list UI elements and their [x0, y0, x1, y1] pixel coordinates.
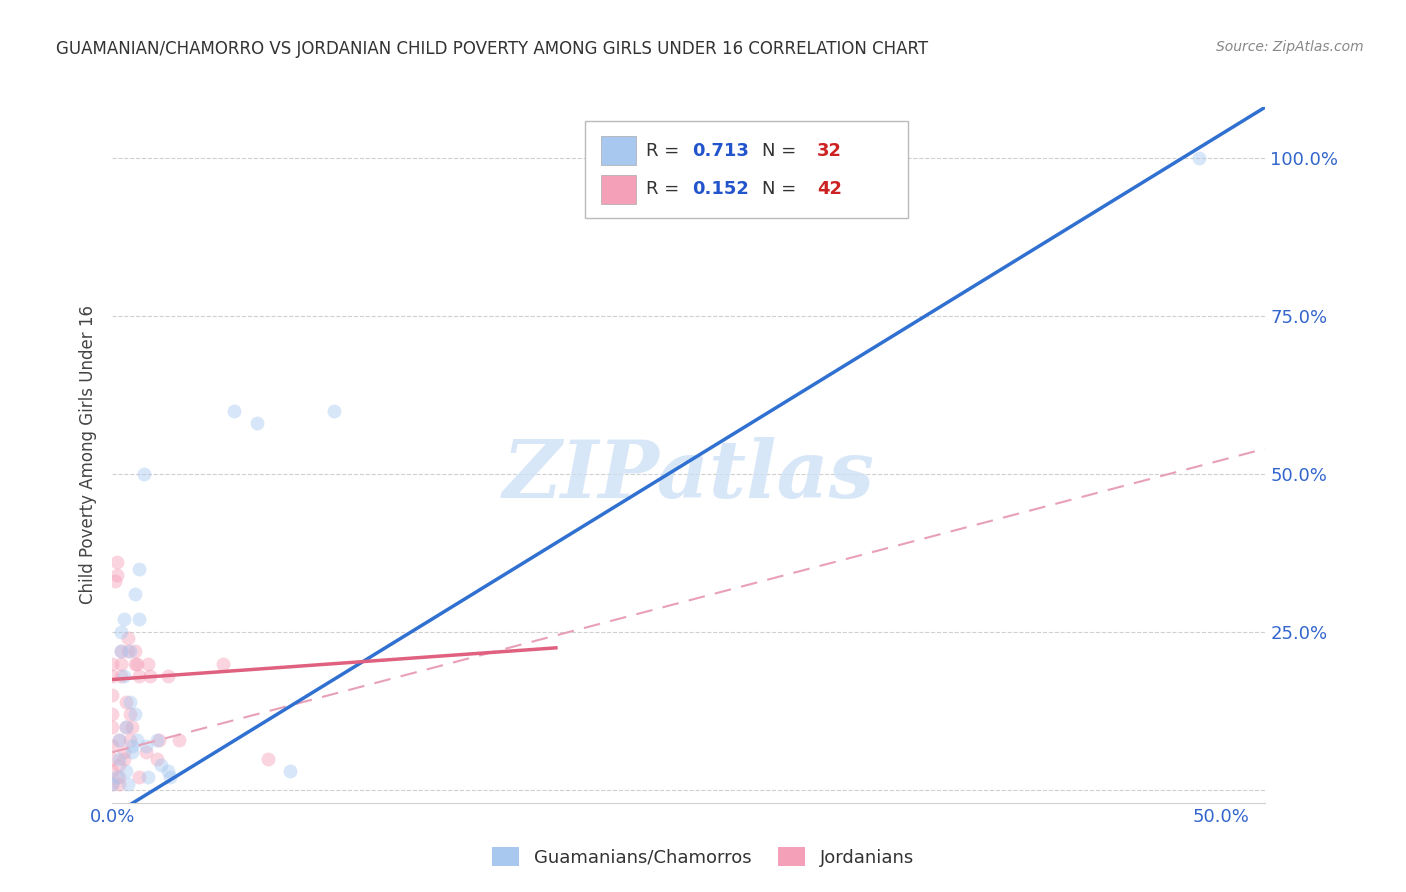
- Point: [135, 745, 157, 759]
- Point: [104, 574, 127, 589]
- Text: Source: ZipAtlas.com: Source: ZipAtlas.com: [1216, 40, 1364, 54]
- Point: [156, 669, 179, 683]
- Point: [117, 632, 139, 646]
- Point: [135, 739, 157, 753]
- Point: [120, 644, 142, 658]
- Text: ZIPatlas: ZIPatlas: [503, 437, 875, 515]
- Y-axis label: Child Poverty Among Girls Under 16: Child Poverty Among Girls Under 16: [79, 305, 97, 605]
- Point: [110, 669, 132, 683]
- Point: [120, 707, 142, 722]
- Point: [108, 771, 131, 785]
- Point: [112, 612, 135, 626]
- Point: [108, 777, 131, 791]
- Point: [105, 556, 128, 570]
- Point: [124, 657, 146, 671]
- Point: [114, 764, 136, 779]
- Point: [101, 707, 124, 722]
- Point: [121, 720, 143, 734]
- Point: [128, 612, 150, 626]
- Point: [101, 739, 124, 753]
- Point: [120, 732, 142, 747]
- Point: [101, 777, 124, 791]
- Point: [101, 720, 124, 734]
- Legend: Guamanians/Chamorros, Jordanians: Guamanians/Chamorros, Jordanians: [485, 840, 921, 874]
- Point: [150, 757, 173, 772]
- Point: [121, 745, 143, 759]
- Point: [278, 764, 301, 779]
- Point: [124, 644, 146, 658]
- Point: [124, 587, 146, 601]
- Text: 42: 42: [817, 180, 842, 198]
- Point: [212, 657, 235, 671]
- Text: N =: N =: [762, 180, 801, 198]
- Point: [136, 657, 159, 671]
- Point: [114, 720, 136, 734]
- Point: [101, 657, 124, 671]
- Point: [146, 732, 169, 747]
- Text: R =: R =: [647, 142, 685, 160]
- Point: [114, 720, 136, 734]
- Point: [128, 771, 150, 785]
- Point: [117, 644, 139, 658]
- Point: [121, 739, 143, 753]
- Point: [110, 644, 132, 658]
- Point: [101, 669, 124, 683]
- FancyBboxPatch shape: [602, 175, 636, 203]
- Point: [108, 732, 131, 747]
- Point: [101, 777, 124, 791]
- Point: [256, 751, 278, 765]
- Point: [132, 467, 155, 481]
- Point: [108, 751, 131, 765]
- Text: R =: R =: [647, 180, 685, 198]
- Point: [110, 657, 132, 671]
- Point: [128, 562, 150, 576]
- Point: [124, 707, 146, 722]
- Point: [125, 657, 148, 671]
- Point: [110, 625, 132, 640]
- Point: [125, 732, 148, 747]
- FancyBboxPatch shape: [585, 121, 908, 219]
- Text: 0.713: 0.713: [692, 142, 749, 160]
- Point: [148, 732, 170, 747]
- Point: [167, 732, 190, 747]
- Point: [114, 695, 136, 709]
- Point: [128, 669, 150, 683]
- Point: [117, 777, 139, 791]
- Point: [139, 669, 162, 683]
- FancyBboxPatch shape: [602, 136, 636, 166]
- Text: GUAMANIAN/CHAMORRO VS JORDANIAN CHILD POVERTY AMONG GIRLS UNDER 16 CORRELATION C: GUAMANIAN/CHAMORRO VS JORDANIAN CHILD PO…: [56, 40, 928, 58]
- Point: [108, 757, 131, 772]
- Point: [245, 417, 267, 431]
- Point: [112, 669, 135, 683]
- Point: [101, 764, 124, 779]
- Text: 32: 32: [817, 142, 842, 160]
- Point: [112, 751, 135, 765]
- Point: [323, 403, 346, 417]
- Point: [224, 403, 246, 417]
- Point: [110, 644, 132, 658]
- Point: [159, 771, 181, 785]
- Point: [146, 751, 169, 765]
- Point: [101, 751, 124, 765]
- Point: [105, 771, 128, 785]
- Point: [108, 732, 131, 747]
- Point: [120, 695, 142, 709]
- Point: [101, 688, 124, 702]
- Point: [136, 771, 159, 785]
- Text: N =: N =: [762, 142, 801, 160]
- Point: [105, 568, 128, 582]
- Text: 0.152: 0.152: [692, 180, 749, 198]
- Point: [112, 745, 135, 759]
- Point: [156, 764, 179, 779]
- Point: [1188, 151, 1211, 165]
